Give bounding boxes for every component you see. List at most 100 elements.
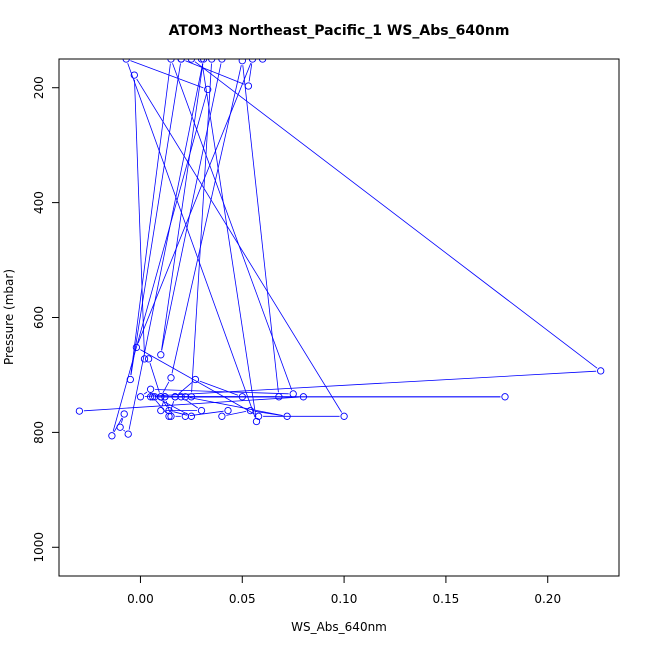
series-line-segment	[171, 65, 242, 374]
series-points	[75, 59, 605, 440]
data-point	[181, 412, 189, 420]
data-point	[149, 393, 157, 401]
series-line-segment	[178, 382, 193, 395]
series-line-segment	[191, 63, 212, 393]
series-line-segment	[130, 60, 204, 89]
series-line-segment	[161, 400, 164, 407]
data-point	[146, 393, 155, 401]
data-point	[120, 410, 128, 418]
data-point	[248, 59, 257, 63]
data-point	[165, 412, 173, 420]
series-line-segment	[134, 79, 145, 355]
data-point	[177, 59, 185, 63]
x-tick-label: 0.15	[433, 592, 460, 606]
chart-title: ATOM3 Northeast_Pacific_1 WS_Abs_640nm	[169, 23, 510, 39]
series-line-segment	[127, 63, 256, 418]
series-line-segment	[184, 398, 199, 409]
data-point	[126, 375, 134, 384]
y-tick-label: 200	[32, 76, 46, 99]
data-point	[124, 430, 132, 438]
series-line-segment	[201, 63, 257, 418]
data-point	[208, 59, 216, 63]
data-point	[122, 59, 130, 63]
data-point	[146, 385, 155, 393]
data-point	[75, 407, 84, 415]
x-tick-label: 0.05	[229, 592, 256, 606]
x-axis-label: WS_Abs_640nm	[291, 620, 387, 634]
series-line-segment	[123, 429, 126, 432]
data-point	[204, 85, 212, 94]
series-line-segment	[161, 63, 204, 351]
series-line-segment	[158, 398, 188, 415]
data-point	[191, 375, 200, 384]
data-point	[254, 412, 263, 420]
data-point	[197, 59, 206, 63]
x-tick-label: 0.10	[331, 592, 358, 606]
data-point	[340, 412, 348, 420]
series-line-segment	[173, 411, 188, 416]
data-point	[244, 82, 253, 90]
data-point	[108, 432, 116, 440]
series-line-segment	[199, 380, 239, 396]
data-point	[289, 390, 297, 398]
data-point	[157, 406, 165, 415]
data-point	[283, 412, 291, 420]
data-point	[167, 59, 175, 63]
series-line-segment	[162, 381, 170, 393]
series-line-segment	[189, 397, 283, 416]
data-point	[224, 406, 232, 415]
series-line-segment	[248, 63, 253, 82]
data-point	[238, 393, 246, 401]
data-point	[130, 71, 138, 79]
data-point	[132, 343, 141, 352]
data-point	[187, 59, 196, 63]
y-tick-label: 600	[32, 306, 46, 329]
series-line-segment	[121, 418, 124, 424]
data-point	[199, 59, 208, 63]
series-line-segment	[112, 93, 207, 432]
series-line-segment	[165, 400, 171, 413]
data-point	[116, 423, 124, 431]
series-line-segment	[136, 78, 343, 413]
data-point	[501, 393, 509, 401]
data-point	[238, 59, 246, 65]
series-line-segment	[130, 63, 171, 376]
series-line-segment	[155, 389, 289, 395]
data-point	[187, 412, 196, 420]
data-point	[252, 417, 261, 426]
series-line-segment	[189, 410, 224, 417]
series-line-segment	[143, 391, 148, 395]
data-point	[246, 406, 255, 415]
series-line-segment	[128, 63, 204, 430]
y-tick-label: 400	[32, 191, 46, 214]
data-point	[275, 393, 283, 401]
y-tick-label: 1000	[32, 532, 46, 563]
series-line-segment	[144, 370, 597, 397]
series-line-segment	[242, 65, 279, 393]
plot-frame	[58, 58, 620, 577]
data-point	[157, 351, 165, 359]
data-point	[167, 374, 175, 382]
y-axis-label: Pressure (mbar)	[2, 269, 16, 365]
data-point	[171, 393, 179, 401]
series-line-segment	[169, 400, 175, 413]
series-line-segment	[161, 63, 222, 351]
x-tick-label: 0.20	[534, 592, 561, 606]
series-line-segment	[172, 63, 292, 390]
data-point	[151, 393, 159, 401]
y-axis: 200 400 600 800 1000	[32, 76, 60, 563]
series-line-segment	[194, 61, 598, 369]
data-point	[181, 393, 189, 401]
data-point	[299, 393, 308, 401]
x-axis: 0.00 0.05 0.10 0.15 0.20	[127, 575, 561, 606]
data-point	[167, 412, 175, 420]
data-point	[218, 412, 226, 420]
data-point	[136, 393, 145, 401]
series-line-segment	[226, 411, 247, 416]
series-line-segment	[185, 60, 245, 85]
x-tick-label: 0.00	[127, 592, 154, 606]
data-point	[197, 406, 206, 415]
series-lines	[83, 59, 598, 433]
data-point	[161, 393, 169, 401]
